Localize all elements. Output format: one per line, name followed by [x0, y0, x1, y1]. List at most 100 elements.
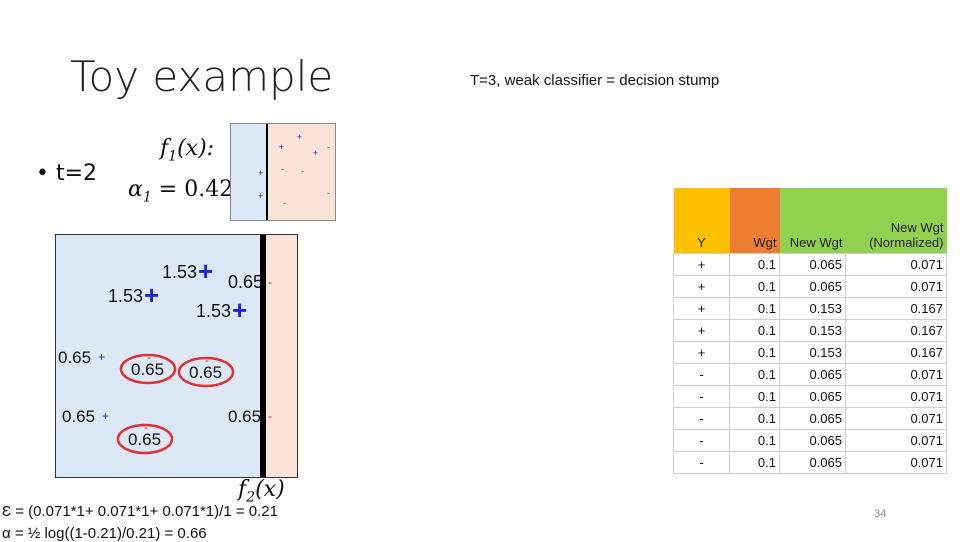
slide-title: Toy example [70, 52, 334, 101]
plus-sign: + [198, 256, 213, 286]
cell-wgt: 0.1 [729, 297, 780, 320]
cell-new-wgt-normalized: 0.167 [845, 297, 947, 320]
cell-y: - [673, 363, 730, 386]
f1-negative-region [267, 124, 335, 220]
table-row: +0.1 0.065 0.071 [673, 253, 947, 276]
weighted-point: 0.65 + [62, 407, 109, 426]
weighted-point: 0.65- [116, 420, 174, 455]
minus-sign: - [147, 350, 151, 364]
small-plus: + [258, 191, 263, 201]
cell-wgt: 0.1 [729, 319, 780, 342]
small-minus: - [301, 166, 304, 176]
small-minus: - [327, 142, 330, 152]
cell-new-wgt: 0.153 [779, 341, 846, 364]
cell-new-wgt-normalized: 0.071 [845, 275, 947, 298]
header-new-wgt: New Wgt [779, 188, 846, 254]
cell-new-wgt-normalized: 0.167 [845, 341, 947, 364]
minus-sign: - [144, 420, 148, 434]
cell-wgt: 0.1 [729, 451, 780, 474]
cell-wgt: 0.1 [729, 341, 780, 364]
cell-new-wgt: 0.065 [779, 253, 846, 276]
minus-sign: - [205, 353, 209, 367]
header-wgt: Wgt [729, 188, 780, 254]
misclassified-circle [116, 423, 174, 455]
weighted-point: 0.65- [119, 350, 177, 385]
bullet-iteration: • t=2 [36, 161, 98, 186]
cell-new-wgt-normalized: 0.071 [845, 407, 947, 430]
cell-new-wgt-normalized: 0.071 [845, 363, 947, 386]
weights-table-container: Y Wgt New Wgt New Wgt (Normalized) +0.1 0… [673, 188, 947, 474]
table-row: -0.1 0.065 0.071 [673, 451, 947, 474]
cell-y: + [673, 253, 730, 276]
table-row: -0.1 0.065 0.071 [673, 363, 947, 386]
cell-y: - [673, 407, 730, 430]
point-weight-label: 0.65 [62, 407, 95, 426]
point-weight-label: 1.53 [108, 286, 143, 306]
cell-new-wgt: 0.153 [779, 319, 846, 342]
alpha-equation: α = ½ log((1-0.21)/0.21) = 0.66 [2, 525, 207, 542]
table-header-row: Y Wgt New Wgt New Wgt (Normalized) [673, 188, 947, 254]
plus-sign: + [98, 350, 105, 364]
small-minus: - [283, 198, 286, 208]
point-weight-label: 0.65 [58, 348, 91, 367]
f2-stump-plot: 1.53 +1.53 +1.53 +0.65 -0.65 +0.65-0.65-0.65 +… [55, 234, 298, 478]
cell-y: + [673, 275, 730, 298]
weighted-point: 1.53 + [108, 280, 159, 310]
small-minus: - [281, 164, 284, 174]
table-row: -0.1 0.065 0.071 [673, 385, 947, 408]
cell-y: - [673, 429, 730, 452]
cell-new-wgt: 0.153 [779, 297, 846, 320]
cell-wgt: 0.1 [729, 385, 780, 408]
cell-new-wgt-normalized: 0.071 [845, 429, 947, 452]
small-plus: + [297, 132, 302, 142]
cell-y: + [673, 319, 730, 342]
minus-sign: - [268, 409, 272, 423]
point-weight-label: 0.65 [228, 407, 261, 426]
cell-new-wgt-normalized: 0.071 [845, 385, 947, 408]
small-plus: + [279, 142, 284, 152]
header-new-wgt-normalized: New Wgt (Normalized) [845, 188, 947, 254]
cell-new-wgt-normalized: 0.071 [845, 451, 947, 474]
misclassified-circle [177, 356, 235, 388]
table-row: +0.1 0.153 0.167 [673, 297, 947, 320]
plus-sign: + [102, 409, 109, 423]
weighted-point: 0.65- [228, 272, 272, 292]
weighted-point: 0.65- [177, 353, 235, 388]
f1-label: f1(x): [160, 136, 215, 165]
table-row: +0.1 0.065 0.071 [673, 275, 947, 298]
table-row: +0.1 0.153 0.167 [673, 341, 947, 364]
small-minus: - [327, 188, 330, 198]
cell-y: + [673, 341, 730, 364]
point-weight-label: 1.53 [196, 301, 231, 321]
cell-new-wgt-normalized: 0.167 [845, 319, 947, 342]
cell-new-wgt: 0.065 [779, 407, 846, 430]
weighted-point: 0.65 + [58, 348, 105, 367]
alpha1-label: α1 = 0.42 [128, 177, 234, 206]
weighted-point: 1.53 + [196, 295, 247, 325]
f1-stump-plot: + + + + + - - - - - [230, 123, 336, 221]
small-plus: + [313, 148, 318, 158]
point-weight-label: 0.65 [128, 430, 161, 449]
weighted-point: 0.65- [228, 407, 272, 426]
cell-new-wgt: 0.065 [779, 275, 846, 298]
cell-wgt: 0.1 [729, 363, 780, 386]
small-plus: + [258, 168, 263, 178]
point-weight-label: 0.65 [131, 360, 164, 379]
plus-sign: + [144, 280, 159, 310]
weighted-point: 1.53 + [162, 256, 213, 286]
point-weight-label: 0.65 [189, 363, 222, 382]
cell-wgt: 0.1 [729, 253, 780, 276]
f1-positive-region [231, 124, 267, 220]
cell-y: - [673, 385, 730, 408]
slide-subtitle: T=3, weak classifier = decision stump [470, 72, 720, 89]
point-weight-label: 1.53 [162, 262, 197, 282]
cell-new-wgt: 0.065 [779, 385, 846, 408]
minus-sign: - [268, 275, 272, 289]
error-equation: Ɛ = (0.071*1+ 0.071*1+ 0.071*1)/1 = 0.21 [2, 503, 278, 520]
table-row: -0.1 0.065 0.071 [673, 429, 947, 452]
cell-wgt: 0.1 [729, 275, 780, 298]
cell-new-wgt: 0.065 [779, 451, 846, 474]
misclassified-circle [119, 353, 177, 385]
cell-new-wgt: 0.065 [779, 429, 846, 452]
weights-table: Y Wgt New Wgt New Wgt (Normalized) +0.1 0… [673, 188, 947, 474]
